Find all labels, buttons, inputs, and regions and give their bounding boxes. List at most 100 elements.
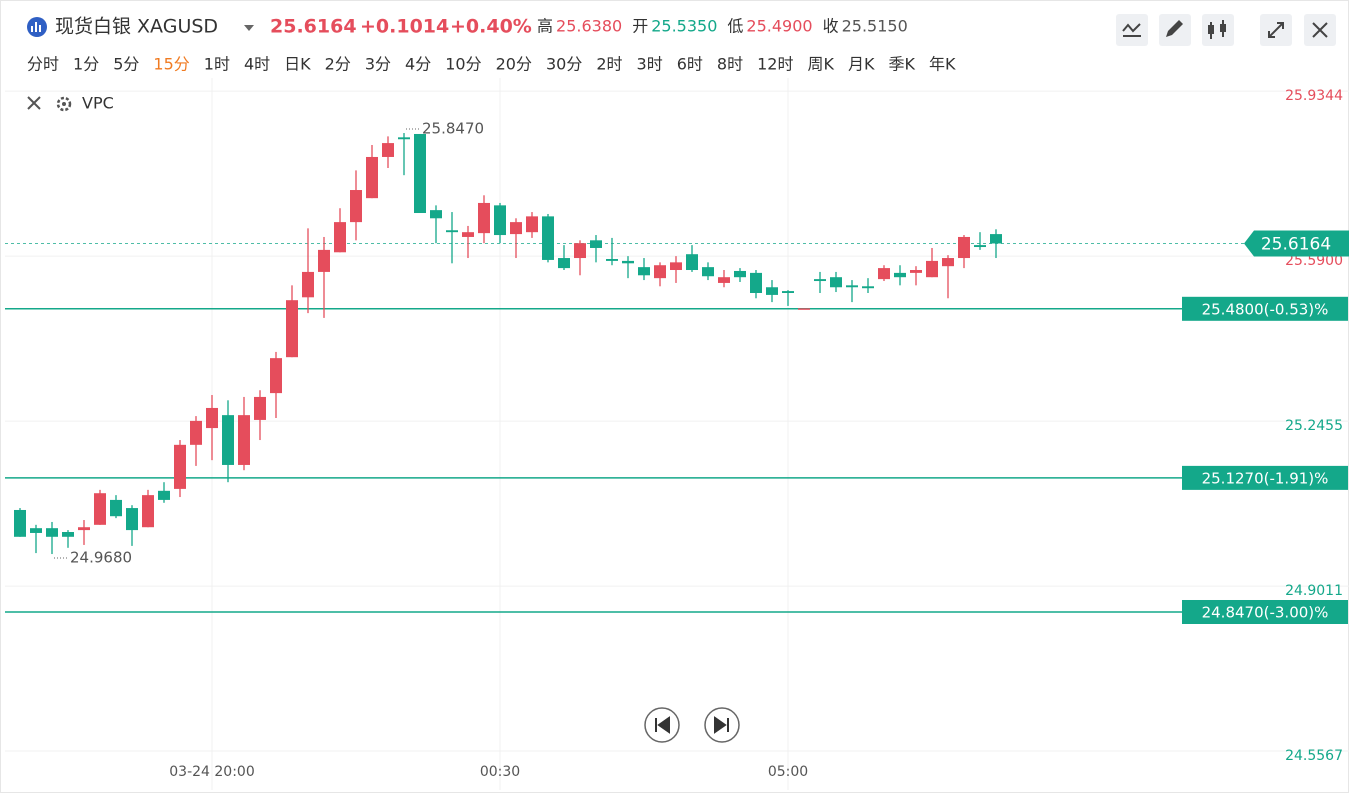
candle-body [574,243,586,259]
candle-body [174,444,186,489]
y-tick-label: 24.5567 [1285,748,1343,764]
candle-body [990,234,1002,244]
candle-body [254,396,266,420]
candle-body [798,308,810,310]
candle-body [606,258,618,261]
extreme-label: 24.9680 [70,549,132,567]
period-button[interactable]: 3时 [637,55,663,74]
candle-body [734,270,746,278]
candle-body [238,415,250,465]
candle-body [862,286,874,289]
candle-body [910,270,922,273]
stat-key: 开 [632,17,648,36]
y-tick-label: 25.9344 [1285,88,1343,104]
candle-body [302,271,314,298]
candle-body [30,528,42,533]
candle-body [350,190,362,223]
candle-body [718,277,730,283]
candle-body [974,245,986,248]
candle-body [334,222,346,253]
alert-label: 25.1270(-1.91)% [1202,469,1329,487]
y-tick-label: 25.2455 [1285,418,1343,434]
period-button[interactable]: 1分 [73,55,99,74]
candle-body [526,216,538,233]
candle-body [558,258,570,269]
candle-body [78,527,90,531]
period-button[interactable]: 分时 [27,55,59,74]
candle-body [222,415,234,465]
candle-body [190,420,202,445]
period-button[interactable]: 月K [848,55,875,74]
candle-body [654,265,666,279]
last-price-label: 25.6164 [1261,234,1331,254]
candle-body [382,143,394,157]
period-button[interactable]: 年K [929,55,956,74]
period-button[interactable]: 周K [807,55,834,74]
candle-body [814,279,826,282]
y-tick-label: 25.5900 [1285,253,1343,269]
period-button[interactable]: 5分 [113,55,139,74]
period-button[interactable]: 10分 [445,55,481,74]
candle-body [14,509,26,537]
extreme-label: 25.8470 [422,120,484,138]
period-button[interactable]: 6时 [677,55,703,74]
alert-label: 24.8470(-3.00)% [1202,603,1329,621]
tool-icon [1208,25,1214,34]
period-button[interactable]: 季K [888,55,915,74]
indicator-close[interactable] [27,96,41,110]
period-button[interactable]: 4分 [405,55,431,74]
indicator-settings-dot [62,102,66,106]
stat-key: 低 [727,17,743,36]
alert-tag [1182,599,1348,624]
stat-value: 25.5150 [842,17,908,36]
period-button[interactable]: 3分 [365,55,391,74]
candle-body [478,202,490,234]
last-price-tag [1244,230,1349,257]
symbol-dropdown[interactable] [244,25,254,31]
x-tick-label: 03-24 20:00 [169,764,254,780]
candle-body [926,260,938,278]
period-button[interactable]: 4时 [244,55,270,74]
candle-body [398,137,410,140]
period-button[interactable]: 15分 [153,55,189,74]
period-button[interactable]: 1时 [204,55,230,74]
candle-body [414,133,426,214]
candle-body [670,262,682,271]
candle-body [446,230,458,233]
indicator-name: VPC [82,94,114,113]
symbol[interactable]: 现货白银 XAGUSD [55,16,218,38]
indicator-settings[interactable] [56,96,72,112]
tool-icon [1268,22,1284,38]
x-tick-label: 00:30 [480,764,520,780]
period-button[interactable]: 2时 [596,55,622,74]
period-button[interactable]: 8时 [717,55,743,74]
tool-button[interactable] [1202,14,1234,46]
period-button[interactable]: 日K [284,55,311,74]
period-button[interactable]: 12时 [757,55,793,74]
candle-body [430,210,442,219]
candle-body [638,267,650,276]
candle-body [110,499,122,517]
candle-body [958,236,970,259]
alert-label: 25.4800(-0.53)% [1202,300,1329,318]
alert-tag [1182,296,1348,321]
candle-body [94,493,106,525]
candle-body [270,358,282,394]
candle-body [782,291,794,294]
alert-tag [1182,465,1348,490]
period-button[interactable]: 20分 [496,55,532,74]
period-button[interactable]: 2分 [325,55,351,74]
playback [644,707,740,743]
candle-body [46,528,58,537]
x-tick-label: 05:00 [768,764,808,780]
candle-body [462,232,474,237]
period-button[interactable]: 30分 [546,55,582,74]
candle-body [366,156,378,199]
tool-icon [1122,23,1141,37]
stat-value: 25.6380 [556,17,622,36]
change: +0.1014 [360,16,449,38]
prev-icon [655,716,670,734]
candle-body [878,268,890,280]
